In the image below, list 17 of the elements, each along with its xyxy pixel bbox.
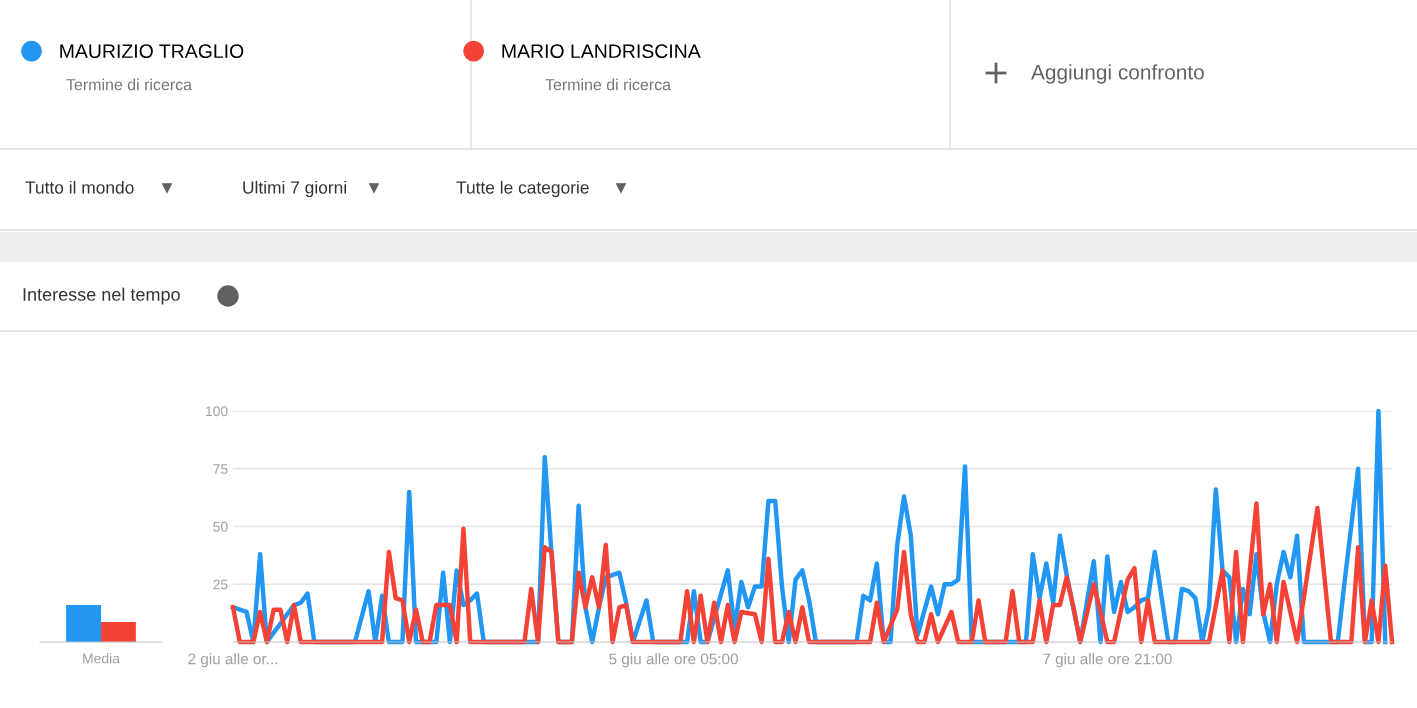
y-tick-label: 50 <box>213 521 228 532</box>
text: Tutto il mondo <box>25 180 134 194</box>
legend-label: MARIO LANDRISCINA <box>502 44 701 59</box>
text: Ultimi 7 giorni <box>243 180 346 198</box>
x-tick-label: 2 giu alle or... <box>188 653 278 668</box>
y-tick-label: 75 <box>213 464 228 474</box>
legend-label: MAURIZIO TRAGLIO <box>60 44 244 59</box>
text: Aggiungi confronto <box>1031 64 1204 84</box>
text: Termine di ricerca <box>545 78 672 91</box>
x-tick-label: Media <box>83 653 120 664</box>
text: Tutte le categorie <box>456 180 589 198</box>
chart-title: Interesse nel tempo <box>23 287 180 305</box>
text: Termine di ricerca <box>66 78 193 91</box>
y-tick-label: 100 <box>206 406 228 417</box>
x-tick-label: 7 giu alle ore 21:00 <box>1043 653 1172 668</box>
x-tick-label: 5 giu alle ore 05:00 <box>609 653 738 668</box>
y-tick-label: 25 <box>213 579 228 590</box>
